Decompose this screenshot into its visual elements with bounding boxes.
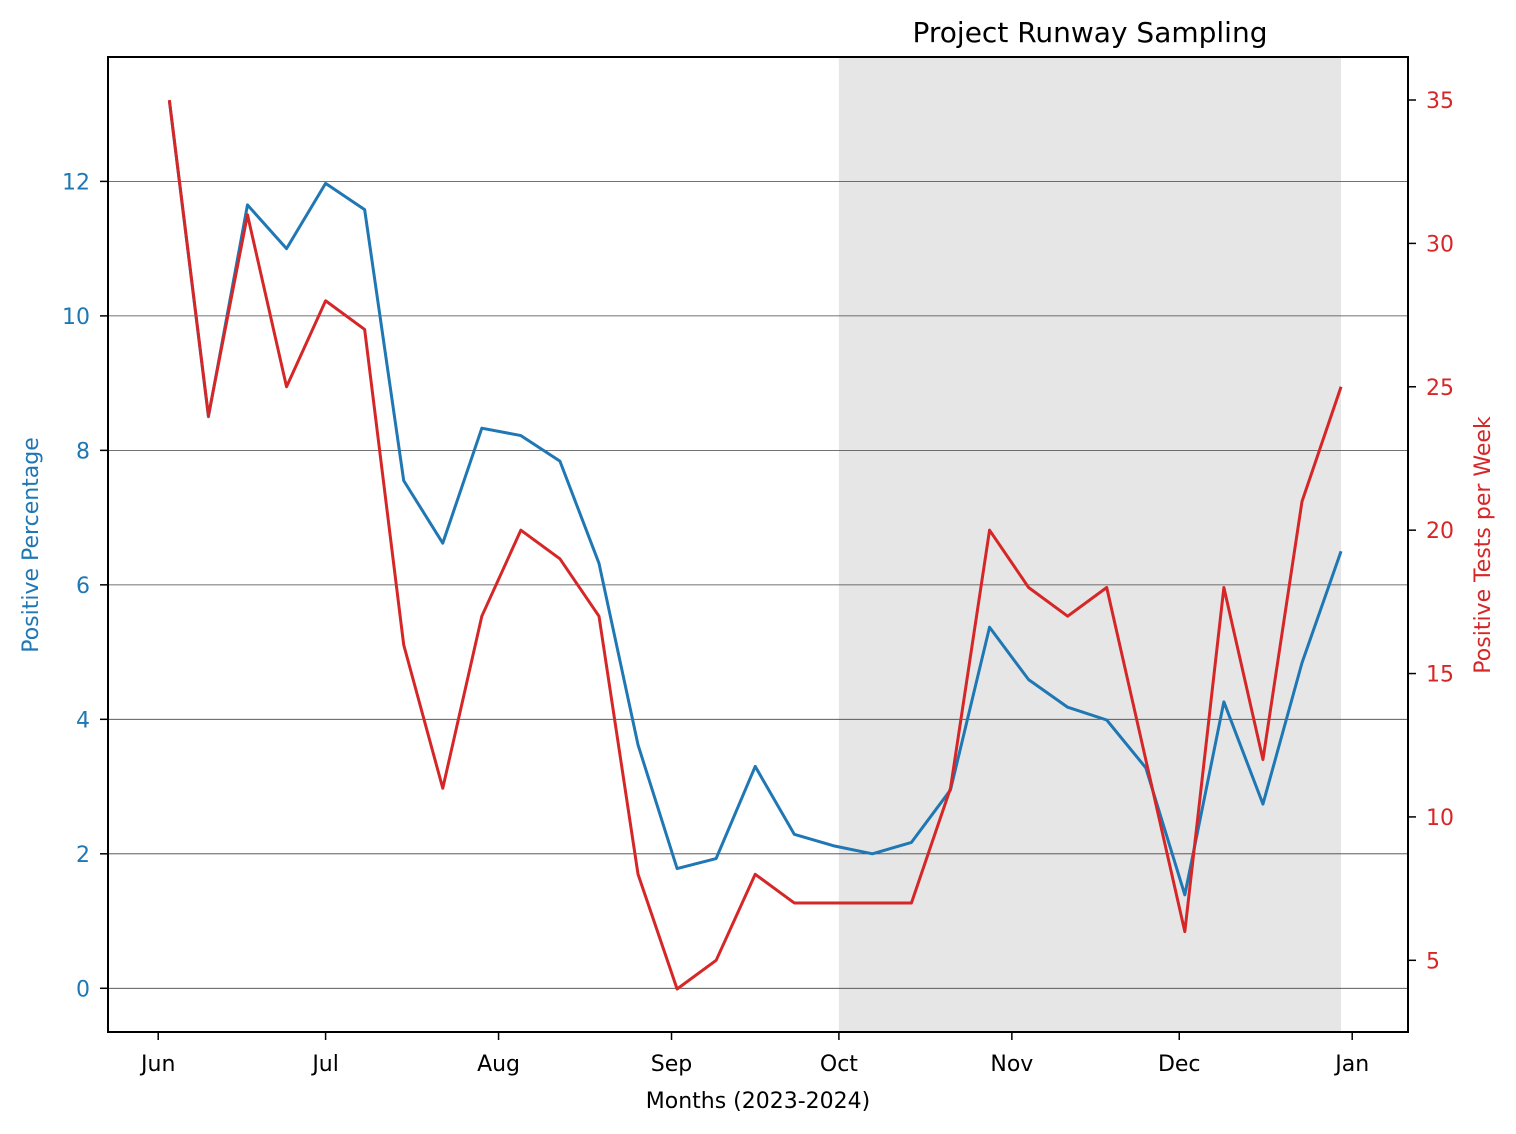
x-tick-label: Oct <box>820 1052 858 1077</box>
x-tick-label: Nov <box>990 1052 1033 1077</box>
x-axis-label: Months (2023-2024) <box>646 1089 871 1114</box>
y-axis-label-right: Positive Tests per Week <box>1471 416 1496 674</box>
x-tick-label: Jun <box>139 1052 175 1077</box>
chart-title: Project Runway Sampling <box>913 16 1268 49</box>
x-tick-label: Sep <box>651 1052 692 1077</box>
x-tick-label: Jul <box>310 1052 339 1077</box>
x-tick-label: Dec <box>1158 1052 1201 1077</box>
y-tick-label-right: 25 <box>1426 376 1454 401</box>
y-tick-label-left: 4 <box>76 708 90 733</box>
y-tick-label-right: 35 <box>1426 89 1454 114</box>
shaded-region <box>838 57 1342 1032</box>
series-line-right <box>167 99 1343 991</box>
y-tick-label-right: 20 <box>1426 519 1454 544</box>
y-tick-label-left: 2 <box>76 843 90 868</box>
y-tick-label-left: 0 <box>76 977 90 1002</box>
y-tick-label-right: 30 <box>1426 232 1454 257</box>
y-tick-label-right: 5 <box>1426 949 1440 974</box>
y-axis-label-left: Positive Percentage <box>19 437 44 653</box>
y-tick-label-right: 15 <box>1426 663 1454 688</box>
x-tick-label: Jan <box>1333 1052 1369 1077</box>
y-tick-label-right: 10 <box>1426 806 1454 831</box>
x-tick-label: Aug <box>477 1052 520 1077</box>
y-tick-label-left: 12 <box>62 170 90 195</box>
y-tick-label-left: 8 <box>76 439 90 464</box>
y-tick-label-left: 6 <box>76 574 90 599</box>
series-line-left <box>167 100 1343 897</box>
y-tick-label-left: 10 <box>62 305 90 330</box>
plot-frame <box>107 56 1409 1033</box>
